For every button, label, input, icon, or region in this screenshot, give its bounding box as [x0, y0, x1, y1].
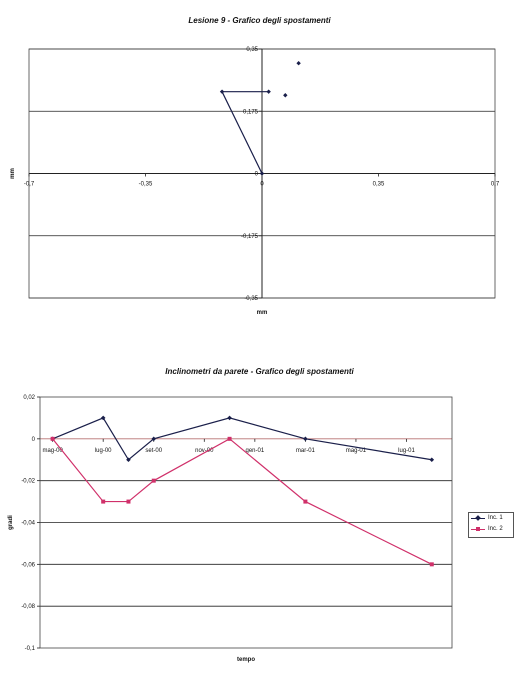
chart2-x-tick-label: set-00: [145, 448, 162, 454]
chart1-y-tick-label: 0: [255, 172, 259, 178]
chart1-point: [266, 89, 271, 94]
chart1-y-tick-label: -0,35: [244, 296, 258, 302]
chart2-point-inc1: [303, 436, 308, 442]
chart1-x-tick-label: 0: [260, 182, 264, 188]
chart2-point-inc1: [100, 415, 106, 421]
chart2-point-inc2: [151, 478, 156, 483]
chart2-point-inc2: [303, 499, 308, 504]
chart2-x-axis-label: tempo: [237, 657, 255, 663]
legend-item-inc1: Inc. 1: [469, 513, 513, 524]
chart2-point-inc1: [429, 457, 435, 463]
chart1-point: [283, 93, 288, 98]
chart2-y-tick-label: -0,1: [25, 646, 36, 652]
legend-item-inc2: Inc. 2: [469, 524, 513, 535]
chart2-y-tick-label: 0: [32, 437, 36, 443]
chart2-point-inc1: [227, 415, 232, 421]
chart1-y-tick-label: 0,35: [246, 47, 258, 53]
chart2-x-tick-label: mar-01: [296, 448, 316, 454]
chart2-y-axis-label: gradi: [8, 515, 14, 530]
chart1-plot: -0,7 -0,35 0 0,35 0,7 0,35 0,175 0 -0,175 -0,35 mm…: [10, 47, 500, 316]
chart1-y-tick-label: -0,175: [241, 234, 259, 240]
chart2-x-tick-label: lug-01: [398, 448, 415, 454]
chart2-x-tick-label: gen-01: [246, 448, 265, 454]
chart2-y-tick-label: -0,04: [21, 521, 35, 527]
legend-swatch-inc2: [471, 527, 485, 531]
chart1-x-tick-label: -0,35: [139, 182, 153, 188]
chart2-point-inc2: [101, 499, 106, 504]
chart1-point: [219, 89, 225, 94]
chart2-x-tick-label: mag-01: [346, 448, 367, 454]
legend-swatch-inc1: [471, 515, 485, 521]
chart2-title: Inclinometri da parete - Grafico degli s…: [165, 367, 354, 376]
chart2-series-line-2: [52, 438, 433, 565]
chart2-point-inc2: [227, 436, 232, 441]
chart2-point-inc2: [429, 562, 434, 567]
legend-label-inc2: Inc. 2: [488, 526, 503, 532]
chart2-legend: Inc. 1 Inc. 2: [468, 512, 514, 538]
chart1-x-tick-label: 0,35: [373, 182, 385, 188]
legend-label-inc1: Inc. 1: [488, 515, 503, 521]
chart1-x-tick-label: -0,7: [24, 182, 35, 188]
chart1-x-tick-label: 0,7: [491, 182, 500, 188]
chart1-point: [296, 61, 301, 66]
chart2-y-tick-label: -0,08: [21, 604, 35, 610]
chart1-title: Lesione 9 - Grafico degli spostamenti: [188, 16, 331, 25]
chart2-point-inc1: [126, 457, 131, 463]
chart2-x-tick-label: nov-00: [195, 448, 214, 454]
chart1-x-axis-label: mm: [257, 310, 268, 316]
chart1-y-axis-label: mm: [10, 168, 16, 179]
chart2-x-tick-label: lug-00: [95, 448, 112, 454]
chart2-y-tick-label: 0,02: [23, 395, 35, 401]
chart1-y-tick-label: 0,175: [243, 109, 259, 115]
chart2-point-inc1: [151, 436, 157, 442]
chart2-point-inc2: [126, 499, 131, 504]
chart2-y-tick-label: -0,06: [21, 562, 35, 568]
chart2-point-inc2: [50, 436, 55, 441]
chart1-point: [259, 171, 265, 176]
chart2-x-tick-label: mag-00: [42, 448, 63, 454]
chart2-y-tick-label: -0,02: [21, 479, 35, 485]
